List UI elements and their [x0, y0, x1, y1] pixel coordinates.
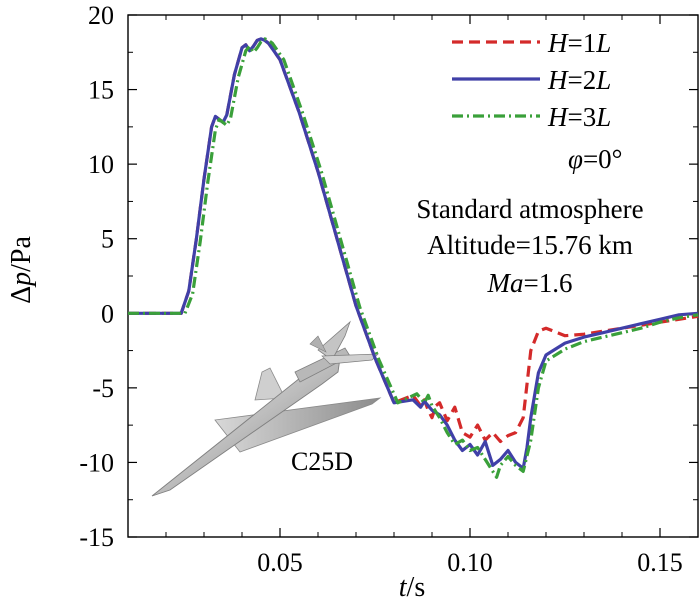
legend-label-3: H=3L [547, 102, 611, 132]
x-axis-title: t/s [399, 572, 425, 603]
aircraft-illustration [151, 320, 382, 497]
legend-label-1: H=1L [547, 28, 611, 58]
annotation-phi: φ=0° [568, 144, 622, 174]
y-tick-label: -5 [92, 374, 114, 403]
annotation-mach: Ma=1.6 [487, 268, 573, 298]
y-tick-label: 5 [101, 225, 114, 254]
y-tick-label: 20 [88, 1, 114, 30]
y-tick-label: -15 [79, 523, 114, 552]
y-tick-label: -10 [79, 448, 114, 477]
annotation-altitude: Altitude=15.76 km [427, 230, 633, 260]
y-tick-label: 10 [88, 150, 114, 179]
legend-label-2: H=2L [547, 65, 611, 95]
x-tick-label: 0.10 [447, 548, 493, 577]
series-line-2 [128, 37, 699, 470]
y-tick-label: 15 [88, 76, 114, 105]
series-line-3 [128, 37, 699, 479]
annotation-model-name: C25D [291, 447, 353, 476]
y-tick-label: 0 [101, 299, 114, 328]
x-tick-label: 0.05 [257, 548, 303, 577]
annotation-atmosphere: Standard atmosphere [416, 194, 643, 224]
x-tick-label: 0.15 [637, 548, 683, 577]
y-axis-title: Δp/Pa [6, 236, 37, 304]
